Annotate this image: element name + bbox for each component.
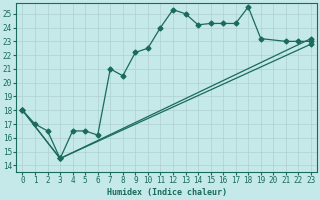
X-axis label: Humidex (Indice chaleur): Humidex (Indice chaleur)	[107, 188, 227, 197]
